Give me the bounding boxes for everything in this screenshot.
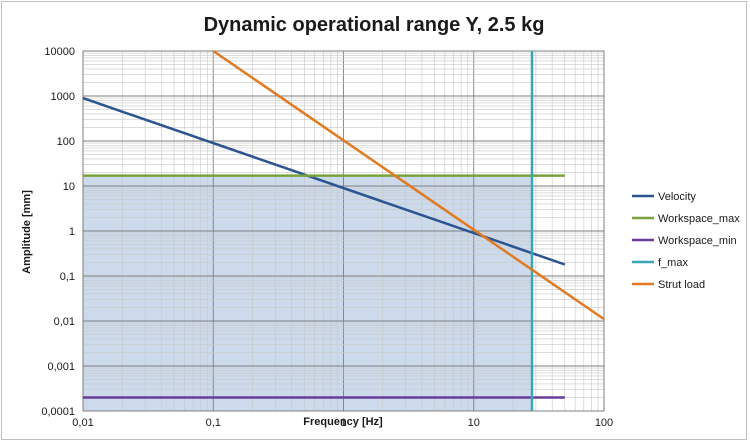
legend-item: f_max: [632, 257, 688, 269]
y-axis-label: Amplitude [mm]: [21, 190, 33, 274]
legend-label: Workspace_min: [658, 235, 737, 247]
legend-label: f_max: [658, 257, 688, 269]
shaded-operating-region: [83, 175, 532, 411]
y-tick-label: 0,001: [47, 361, 75, 373]
x-tick-label: 100: [595, 417, 613, 429]
x-tick-label: 0,01: [72, 417, 93, 429]
series-lines: [82, 49, 605, 411]
tick-labels: 0,01 0,1 1 10 100 0,0001 0,001 0,01 0,1 1 10 100 100…: [41, 46, 613, 429]
legend-item: Velocity: [632, 191, 696, 203]
x-tick-label: 1: [340, 417, 346, 429]
y-tick-label: 0,01: [54, 316, 75, 328]
y-tick-label: 1000: [51, 91, 75, 103]
legend-label: Strut load: [658, 279, 705, 291]
series-line-strut-load: [212, 49, 605, 321]
grid: [82, 50, 605, 412]
y-tick-label: 100: [57, 136, 75, 148]
legend-item: Workspace_max: [632, 213, 740, 225]
chart-title: Dynamic operational range Y, 2.5 kg: [204, 14, 545, 36]
x-axis-label: Frequency [Hz]: [303, 416, 383, 428]
legend-item: Strut load: [632, 279, 705, 291]
x-tick-label: 0,1: [206, 417, 221, 429]
legend: Velocity Workspace_max Workspace_min f_max S…: [632, 191, 740, 291]
y-tick-label: 1: [69, 226, 75, 238]
plot-border: [82, 50, 605, 412]
legend-label: Workspace_max: [658, 213, 740, 225]
y-tick-label: 10000: [44, 46, 75, 58]
y-tick-label: 0,1: [60, 271, 75, 283]
y-tick-label: 10: [63, 181, 75, 193]
legend-item: Workspace_min: [632, 235, 737, 247]
x-tick-label: 10: [468, 417, 480, 429]
shaded-region: [83, 175, 532, 411]
y-tick-label: 0,0001: [41, 406, 75, 418]
legend-label: Velocity: [658, 191, 696, 203]
